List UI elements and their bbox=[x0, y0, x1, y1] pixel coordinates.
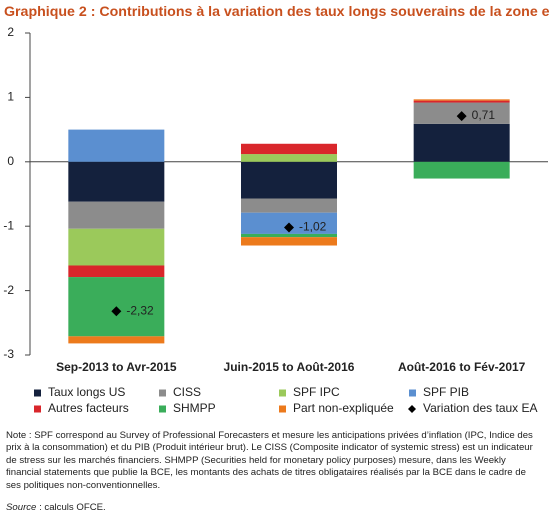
legend-marker bbox=[408, 405, 416, 413]
legend-marker bbox=[279, 405, 286, 413]
y-tick-label: -3 bbox=[3, 347, 14, 361]
total-label: 0,71 bbox=[472, 108, 496, 122]
y-tick-label: 0 bbox=[7, 154, 14, 168]
legend-marker bbox=[34, 389, 41, 397]
legend-marker bbox=[159, 405, 166, 413]
y-tick-label: -1 bbox=[3, 218, 14, 232]
legend-label: Part non-expliquée bbox=[293, 401, 394, 415]
total-marker bbox=[111, 306, 122, 317]
bar-segment bbox=[68, 336, 165, 344]
total-marker bbox=[284, 222, 294, 233]
bar-segment bbox=[68, 228, 165, 266]
legend-label: SPF IPC bbox=[293, 385, 340, 399]
bar-segment bbox=[413, 161, 510, 179]
bar-segment bbox=[241, 233, 337, 238]
legend-label: Autres facteurs bbox=[48, 401, 129, 415]
source: Source : calculs OFCE. bbox=[6, 502, 106, 513]
bar-segment bbox=[68, 129, 165, 162]
note: Note : SPF correspond au Survey of Profe… bbox=[6, 430, 533, 491]
bar-segment bbox=[413, 123, 510, 162]
bar-segment bbox=[68, 161, 165, 202]
y-tick-label: 2 bbox=[7, 25, 14, 39]
bar-segment bbox=[68, 201, 165, 229]
x-tick-label: Sep-2013 to Avr-2015 bbox=[56, 360, 177, 374]
total-label: -2,32 bbox=[126, 303, 154, 317]
y-tick-label: -2 bbox=[3, 283, 14, 297]
bar-segment bbox=[241, 198, 337, 213]
legend-label: Variation des taux EA bbox=[423, 401, 538, 415]
bar-segment bbox=[413, 99, 510, 101]
source-text: : calculs OFCE. bbox=[36, 502, 106, 513]
legend-label: SHMPP bbox=[173, 401, 216, 415]
chart: Graphique 2 : Contributions à la variati… bbox=[3, 4, 550, 415]
bar-segment bbox=[68, 265, 165, 278]
x-tick-label: Juin-2015 to Août-2016 bbox=[224, 360, 355, 374]
bar-segment bbox=[241, 237, 337, 246]
x-tick-label: Août-2016 to Fév-2017 bbox=[398, 360, 526, 374]
total-label: -1,02 bbox=[299, 220, 327, 234]
y-tick-label: 1 bbox=[7, 90, 14, 104]
legend-label: CISS bbox=[173, 385, 201, 399]
source-label: Source bbox=[6, 502, 37, 513]
bar-segment bbox=[241, 143, 337, 155]
total-marker bbox=[456, 111, 467, 122]
bar-segment bbox=[241, 154, 337, 162]
bar-segment bbox=[241, 161, 337, 199]
legend-marker bbox=[409, 389, 416, 397]
legend-marker bbox=[279, 389, 286, 397]
legend-label: Taux longs US bbox=[48, 385, 125, 399]
chart-title: Graphique 2 : Contributions à la variati… bbox=[4, 4, 550, 20]
legend-marker bbox=[34, 405, 41, 413]
legend-label: SPF PIB bbox=[423, 385, 469, 399]
legend-marker bbox=[159, 389, 166, 397]
bar-segment bbox=[413, 100, 510, 103]
